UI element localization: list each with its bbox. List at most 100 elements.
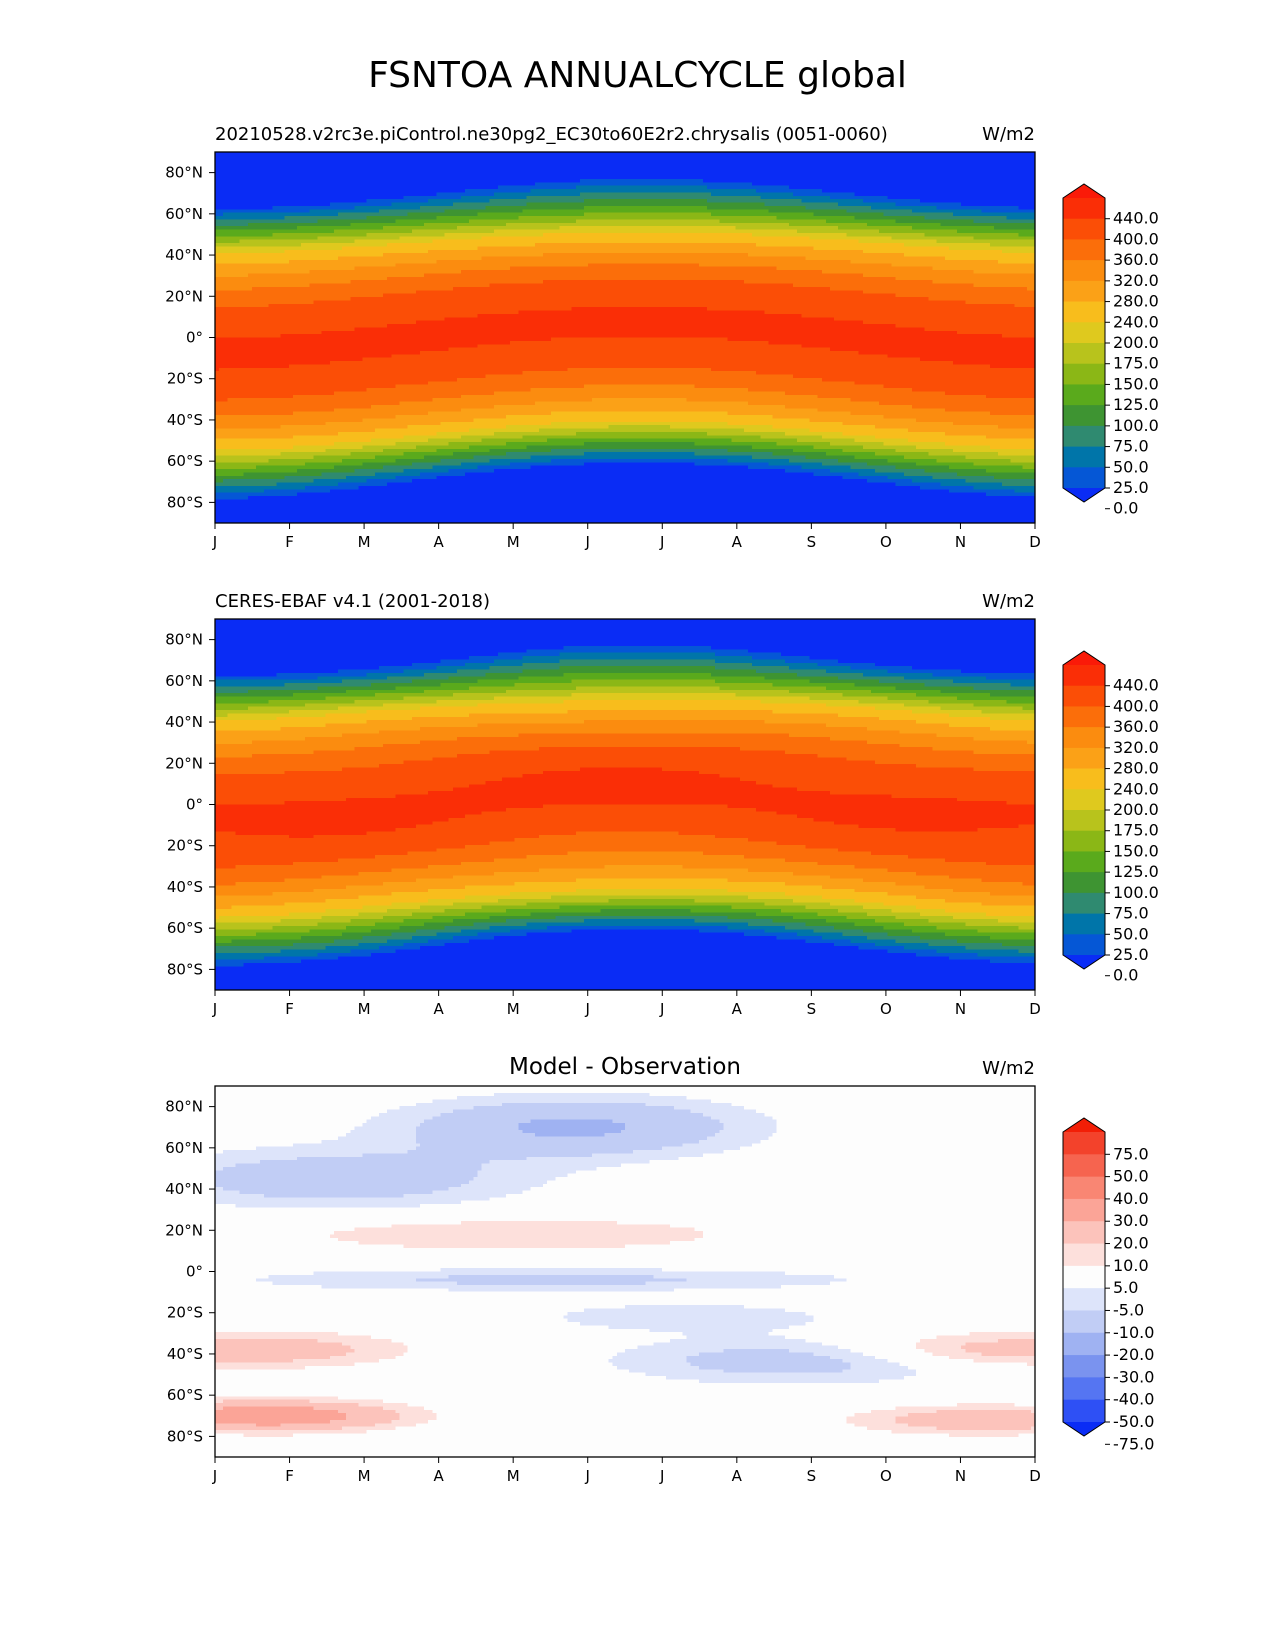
contour-cell	[797, 230, 802, 234]
contour-cell	[371, 169, 376, 173]
contour-cell	[740, 192, 745, 196]
contour-cell	[342, 169, 347, 173]
contour-cell	[846, 192, 851, 196]
contour-cell	[928, 219, 933, 223]
contour-cell	[920, 182, 925, 186]
contour-cell	[231, 155, 236, 159]
contour-cell	[408, 169, 413, 173]
contour-cell	[457, 169, 462, 173]
contour-cell	[777, 182, 782, 186]
contour-cell	[268, 182, 273, 186]
contour-cell	[928, 169, 933, 173]
contour-cell	[1023, 230, 1028, 234]
contour-cell	[756, 192, 761, 196]
contour-cell	[260, 155, 265, 159]
contour-cell	[305, 169, 310, 173]
contour-cell	[277, 155, 282, 159]
contour-cell	[805, 230, 810, 234]
contour-cell	[223, 206, 228, 210]
contour-cell	[670, 230, 675, 234]
contour-cell	[629, 169, 634, 173]
contour-cell	[810, 230, 815, 234]
contour-cell	[264, 230, 269, 234]
contour-cell	[986, 192, 991, 196]
contour-cell	[494, 192, 499, 196]
contour-cell	[736, 192, 741, 196]
contour-cell	[756, 219, 761, 223]
contour-cell	[465, 182, 470, 186]
contour-cell	[346, 192, 351, 196]
contour-cell	[781, 155, 786, 159]
contour-cell	[666, 206, 671, 210]
contour-cell	[711, 219, 716, 223]
contour-cell	[695, 230, 700, 234]
contour-cell	[342, 192, 347, 196]
contour-cell	[391, 206, 396, 210]
contour-cell	[908, 206, 913, 210]
contour-cell	[486, 182, 491, 186]
contour-cell	[715, 230, 720, 234]
contour-cell	[559, 230, 564, 234]
contour-cell	[313, 169, 318, 173]
contour-cell	[756, 206, 761, 210]
contour-cell	[961, 182, 966, 186]
contour-cell	[801, 219, 806, 223]
contour-cell	[859, 192, 864, 196]
contour-cell	[617, 169, 622, 173]
contour-cell	[781, 206, 786, 210]
contour-cell	[1006, 219, 1011, 223]
contour-cell	[547, 192, 552, 196]
contour-cell	[395, 182, 400, 186]
contour-cell	[978, 219, 983, 223]
contour-cell	[969, 192, 974, 196]
contour-cell	[892, 192, 897, 196]
contour-cell	[572, 206, 577, 210]
contour-cell	[219, 155, 224, 159]
contour-cell	[371, 219, 376, 223]
contour-cell	[986, 182, 991, 186]
contour-cell	[309, 206, 314, 210]
contour-cell	[432, 219, 437, 223]
contour-cell	[646, 206, 651, 210]
contour-cell	[728, 230, 733, 234]
contour-cell	[580, 169, 585, 173]
contour-cell	[268, 206, 273, 210]
contour-cell	[924, 219, 929, 223]
contour-cell	[305, 206, 310, 210]
contour-cell	[904, 230, 909, 234]
contour-cell	[945, 192, 950, 196]
contour-cell	[412, 230, 417, 234]
contour-cell	[256, 155, 261, 159]
contour-cell	[998, 230, 1003, 234]
contour-cell	[465, 155, 470, 159]
contour-cell	[518, 155, 523, 159]
contour-cell	[805, 219, 810, 223]
contour-cell	[477, 206, 482, 210]
contour-cell	[855, 192, 860, 196]
contour-cell	[785, 192, 790, 196]
contour-cell	[978, 169, 983, 173]
contour-cell	[756, 230, 761, 234]
contour-cell	[846, 230, 851, 234]
contour-cell	[285, 192, 290, 196]
contour-cell	[375, 182, 380, 186]
contour-cell	[293, 169, 298, 173]
contour-cell	[568, 192, 573, 196]
contour-cell	[793, 182, 798, 186]
contour-cell	[322, 219, 327, 223]
contour-cell	[502, 219, 507, 223]
contour-cell	[678, 169, 683, 173]
contour-cell	[322, 155, 327, 159]
contour-cell	[666, 155, 671, 159]
contour-cell	[482, 169, 487, 173]
contour-cell	[826, 219, 831, 223]
contour-cell	[744, 219, 749, 223]
contour-cell	[805, 169, 810, 173]
contour-cell	[502, 230, 507, 234]
contour-cell	[609, 219, 614, 223]
contour-cell	[326, 182, 331, 186]
contour-cell	[523, 230, 528, 234]
contour-cell	[924, 182, 929, 186]
contour-cell	[707, 206, 712, 210]
contour-cell	[559, 169, 564, 173]
